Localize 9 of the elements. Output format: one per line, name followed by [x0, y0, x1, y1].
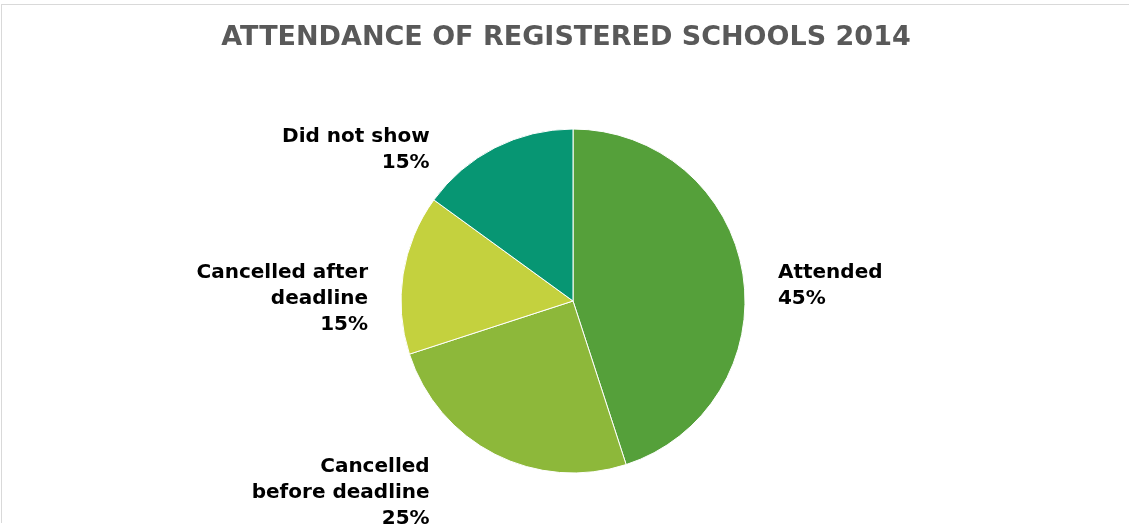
data-label: 15%: [381, 149, 430, 174]
data-label: 45%: [777, 285, 826, 310]
chart-title: ATTENDANCE OF REGISTERED SCHOOLS 2014: [221, 20, 911, 51]
slice-label: Attended: [777, 259, 883, 284]
slice-label: Cancelled before deadline: [251, 452, 430, 503]
data-label: 25%: [381, 504, 430, 525]
slice-label: Did not show: [282, 123, 430, 148]
slice-label: Cancelled after deadline: [196, 259, 369, 310]
data-label: 15%: [320, 311, 369, 336]
